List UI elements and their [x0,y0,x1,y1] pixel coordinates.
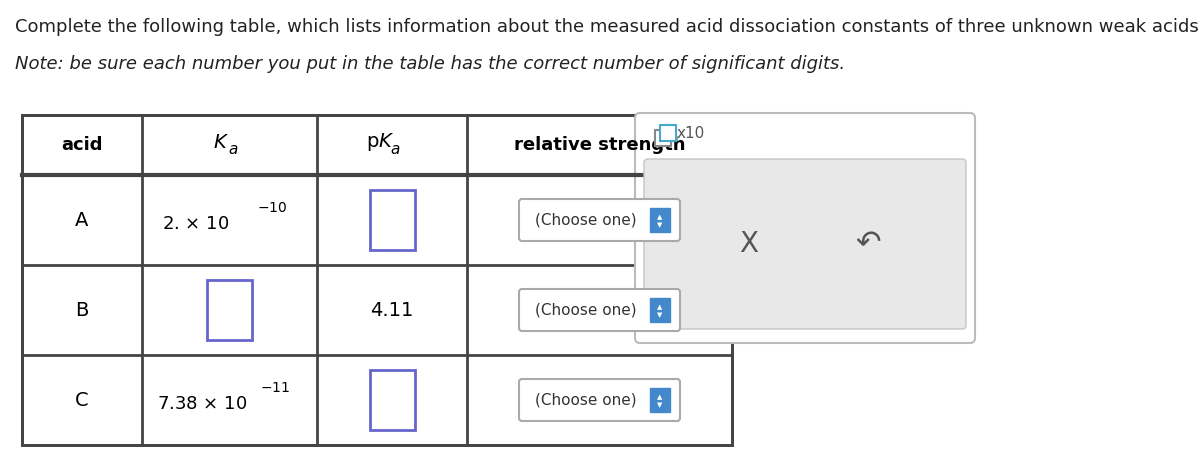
Bar [649,298,670,322]
Text: X: X [739,230,758,258]
Text: ▼: ▼ [656,402,662,408]
Text: ↶: ↶ [856,229,881,258]
Bar [370,190,414,250]
FancyBboxPatch shape [520,379,680,421]
Bar [370,370,414,430]
Text: C: C [76,390,89,410]
FancyBboxPatch shape [644,159,966,329]
Text: (Choose one): (Choose one) [535,393,636,408]
Bar [655,130,671,146]
Text: (Choose one): (Choose one) [535,212,636,228]
Text: 4.11: 4.11 [371,300,414,319]
Text: Complete the following table, which lists information about the measured acid di: Complete the following table, which list… [14,18,1200,36]
Text: $\mathit{a}$: $\mathit{a}$ [228,142,239,157]
Text: relative strength: relative strength [514,136,685,154]
Text: ▲: ▲ [656,394,662,400]
Text: $\mathit{a}$: $\mathit{a}$ [390,142,400,157]
Text: ▼: ▼ [656,312,662,318]
Text: ▲: ▲ [656,214,662,220]
FancyBboxPatch shape [520,199,680,241]
FancyBboxPatch shape [520,289,680,331]
Text: $-10$: $-10$ [257,201,287,215]
FancyBboxPatch shape [635,113,974,343]
Text: B: B [76,300,89,319]
Text: 7.38 $\times$ 10: 7.38 $\times$ 10 [157,395,247,413]
Text: p$\mathit{K}$: p$\mathit{K}$ [366,131,395,153]
Bar [208,280,252,340]
Text: $\mathit{K}$: $\mathit{K}$ [214,132,229,152]
Text: (Choose one): (Choose one) [535,303,636,318]
Text: $-11$: $-11$ [260,381,290,395]
Text: ▲: ▲ [656,304,662,310]
Bar [649,208,670,232]
Text: A: A [76,211,89,229]
Bar [22,115,732,445]
Text: 2. $\times$ 10: 2. $\times$ 10 [162,215,229,233]
Bar [660,125,676,141]
Text: ▼: ▼ [656,222,662,228]
Text: x10: x10 [677,126,706,141]
Bar [649,388,670,412]
Text: Note: be sure each number you put in the table has the correct number of signifi: Note: be sure each number you put in the… [14,55,845,73]
Text: acid: acid [61,136,103,154]
